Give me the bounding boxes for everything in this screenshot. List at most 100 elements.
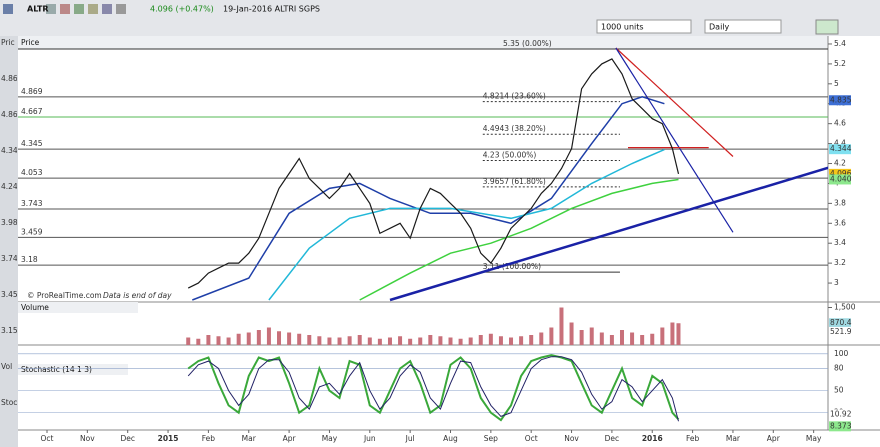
volume-bar	[317, 336, 322, 345]
volume-bar	[589, 327, 594, 345]
volume-bar	[579, 330, 584, 345]
volume-bar	[478, 335, 483, 345]
y-tick-label: 5.2	[834, 59, 846, 68]
background-label: 3.98	[1, 218, 18, 227]
y-tick-label: 1,500	[834, 303, 856, 312]
level-label: 3.18	[21, 255, 38, 264]
y-tick-label: 4.2	[834, 159, 846, 168]
y-tick-label: 5.4	[834, 39, 846, 48]
volume-bar	[277, 331, 282, 345]
price-marker	[829, 168, 851, 179]
y-tick-label: 3.4	[834, 238, 846, 247]
volume-bar	[297, 333, 302, 345]
stochastic-marker-label: 8.373	[830, 421, 852, 430]
copyright: © ProRealTime.com	[27, 291, 102, 300]
panel-title: Price	[21, 38, 40, 47]
y-tick-label: 80	[834, 364, 844, 373]
x-tick-label: Mar	[242, 434, 257, 443]
volume-bar	[549, 327, 554, 345]
y-tick-label: 4.4	[834, 139, 846, 148]
trendline	[615, 47, 734, 157]
volume-bar	[519, 336, 524, 345]
background-label: Pric	[1, 38, 15, 47]
x-tick-label: Apr	[283, 434, 297, 443]
x-tick-label: Sep	[484, 434, 498, 443]
volume-bar	[438, 336, 443, 345]
note: Data is end of day	[103, 291, 172, 300]
volume-bar	[468, 337, 473, 345]
volume-bar	[559, 307, 564, 345]
volume-bar	[337, 337, 342, 345]
price-marker-label: 4.040	[830, 174, 852, 183]
x-tick-label: Feb	[686, 434, 700, 443]
volume-bar	[387, 337, 392, 345]
volume-bar	[398, 336, 403, 345]
volume-bar	[287, 332, 292, 345]
y-tick-label: 3.6	[834, 218, 846, 227]
volume-bar	[529, 335, 534, 345]
background-label: 4.24	[1, 182, 18, 191]
y-tick-label: 50	[834, 386, 844, 395]
fib-label: 4.8214 (23.60%)	[483, 92, 546, 101]
volume-marker	[829, 318, 851, 329]
x-tick-label: Apr	[767, 434, 781, 443]
x-tick-label: Aug	[443, 434, 458, 443]
level-label: 4.869	[21, 87, 43, 96]
period: Daily	[709, 23, 730, 32]
period-dropdown[interactable]	[704, 19, 782, 34]
stochastic-line	[187, 354, 680, 422]
volume-bar	[458, 338, 463, 345]
background-label: 4.86	[1, 110, 18, 119]
x-tick-label: Jun	[363, 434, 376, 443]
level-label: 3.459	[21, 227, 43, 236]
toolbar-icons[interactable]	[3, 4, 839, 35]
y-tick-label: 5	[834, 79, 839, 88]
volume-bar	[676, 323, 681, 345]
price-marker-label: 4.344	[830, 144, 852, 153]
volume-bar	[488, 333, 493, 345]
moving-average	[268, 148, 665, 301]
volume-bar	[418, 337, 423, 345]
x-tick-label: Oct	[525, 434, 538, 443]
volume-marker-label: 521.9	[830, 327, 852, 336]
price-marker-label: 4.835	[830, 95, 852, 104]
symbol: ALTR	[27, 5, 49, 14]
x-tick-label: 2015	[158, 434, 179, 443]
volume-bar	[448, 337, 453, 345]
x-tick-label: May	[322, 434, 338, 443]
quote: 4.096 (+0.47%)	[150, 5, 214, 14]
background-label: Vol	[1, 362, 12, 371]
volume-bar	[266, 327, 271, 345]
volume-bar	[307, 335, 312, 345]
stochastic-marker-label: 10.92	[830, 409, 852, 418]
price-marker	[829, 144, 851, 155]
x-tick-label: Nov	[564, 434, 579, 443]
volume-bar	[196, 338, 201, 345]
x-tick-label: Oct	[41, 434, 54, 443]
panel-title: Stochastic (14 1 3)	[21, 365, 92, 374]
x-tick-label: Dec	[120, 434, 135, 443]
volume-bar	[186, 337, 191, 345]
fib-label: 5.35 (0.00%)	[503, 39, 552, 48]
x-tick-label: Jul	[405, 434, 415, 443]
fib-label: 4.23 (50.00%)	[483, 151, 537, 160]
volume-bar	[226, 337, 231, 345]
volume-bar	[327, 337, 332, 345]
volume-bar	[216, 336, 221, 345]
x-tick-label: Feb	[202, 434, 216, 443]
y-tick-label: 3.8	[834, 198, 846, 207]
y-tick-label: 3	[834, 278, 839, 287]
volume-bar	[377, 338, 382, 345]
background-label: Stoc	[1, 398, 17, 407]
volume-bar	[408, 338, 413, 345]
stochastic-marker	[829, 421, 851, 432]
fib-label: 3.11 (100.00%)	[483, 262, 541, 271]
volume-bar	[569, 322, 574, 345]
stochastic-marker	[829, 409, 851, 420]
level-label: 4.345	[21, 139, 43, 148]
volume-bar	[650, 333, 655, 345]
panel-header	[18, 302, 138, 313]
units-dropdown[interactable]	[596, 19, 692, 34]
volume-bar	[357, 335, 362, 345]
moving-average	[359, 178, 679, 301]
